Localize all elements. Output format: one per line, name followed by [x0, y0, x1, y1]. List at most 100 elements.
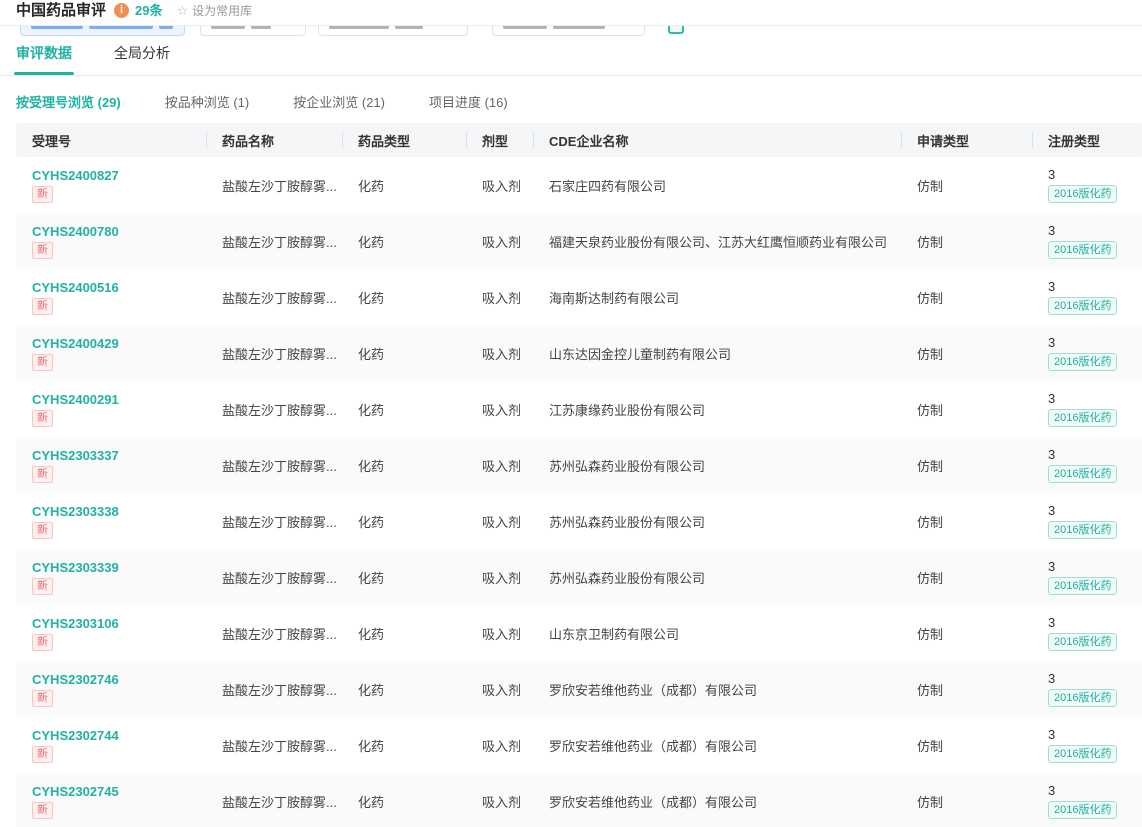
- reg-type-number: 3: [1048, 503, 1056, 518]
- cell-drug-type: 化药: [358, 402, 385, 418]
- subtab-by-acceptance-no[interactable]: 按受理号浏览 (29): [16, 95, 121, 110]
- acceptance-no-link[interactable]: CYHS2303106: [32, 615, 119, 631]
- cell-acceptance-no: CYHS2302745 新: [16, 784, 206, 819]
- cell-drug-name: 盐酸左沙丁胺醇雾...: [222, 570, 337, 586]
- acceptance-no-link[interactable]: CYHS2400827: [32, 167, 119, 183]
- col-drug-type: 药品类型: [342, 131, 466, 150]
- cell-dosage-form: 吸入剂: [482, 682, 522, 698]
- cell-drug-name: 盐酸左沙丁胺醇雾...: [222, 178, 337, 194]
- cell-apply-type: 仿制: [917, 402, 944, 418]
- cell-reg-type: 3 2016版化药: [1032, 223, 1142, 259]
- sub-tabs: 按受理号浏览 (29) 按品种浏览 (1) 按企业浏览 (21) 项目进度 (1…: [0, 76, 1142, 123]
- acceptance-no-link[interactable]: CYHS2400516: [32, 279, 119, 295]
- acceptance-no-link[interactable]: CYHS2400429: [32, 335, 119, 351]
- table-row[interactable]: CYHS2400516 新 盐酸左沙丁胺醇雾... 化药 吸入剂 海南斯达制药有…: [16, 269, 1142, 325]
- acceptance-no-link[interactable]: CYHS2302746: [32, 671, 119, 687]
- subtab-project-progress[interactable]: 项目进度 (16): [428, 95, 508, 110]
- cell-reg-type: 3 2016版化药: [1032, 559, 1142, 595]
- reg-type-number: 3: [1048, 671, 1056, 686]
- table-row[interactable]: CYHS2303339 新 盐酸左沙丁胺醇雾... 化药 吸入剂 苏州弘森药业股…: [16, 549, 1142, 605]
- info-icon[interactable]: i: [114, 3, 130, 18]
- cell-drug-name: 盐酸左沙丁胺醇雾...: [222, 234, 337, 250]
- new-badge: 新: [32, 801, 53, 819]
- cell-reg-type: 3 2016版化药: [1032, 503, 1142, 539]
- reg-version-badge: 2016版化药: [1048, 689, 1118, 707]
- filter-chip[interactable]: [200, 26, 306, 36]
- subtab-by-enterprise[interactable]: 按企业浏览 (21): [293, 95, 385, 110]
- set-favorite-label: 设为常用库: [192, 4, 253, 18]
- table-row[interactable]: CYHS2400429 新 盐酸左沙丁胺醇雾... 化药 吸入剂 山东达因金控儿…: [16, 325, 1142, 381]
- cell-drug-name: 盐酸左沙丁胺醇雾...: [222, 290, 337, 306]
- subtab-by-variety[interactable]: 按品种浏览 (1): [164, 95, 250, 110]
- chip-text-blur: [553, 26, 605, 29]
- acceptance-no-link[interactable]: CYHS2302744: [32, 727, 119, 743]
- filter-chip[interactable]: [492, 26, 645, 36]
- table-row[interactable]: CYHS2302744 新 盐酸左沙丁胺醇雾... 化药 吸入剂 罗欣安若维他药…: [16, 717, 1142, 773]
- table-body: CYHS2400827 新 盐酸左沙丁胺醇雾... 化药 吸入剂 石家庄四药有限…: [16, 157, 1142, 827]
- cell-acceptance-no: CYHS2400516 新: [16, 280, 206, 315]
- reg-version-badge: 2016版化药: [1048, 465, 1118, 483]
- cell-apply-type: 仿制: [917, 514, 944, 530]
- reg-type-number: 3: [1048, 783, 1056, 798]
- set-favorite-button[interactable]: ☆ 设为常用库: [176, 2, 252, 20]
- cell-drug-type: 化药: [358, 346, 385, 362]
- cell-apply-type: 仿制: [917, 458, 944, 474]
- tab-review-data[interactable]: 审评数据: [14, 43, 74, 75]
- cell-drug-name: 盐酸左沙丁胺醇雾...: [222, 794, 337, 810]
- table-row[interactable]: CYHS2303337 新 盐酸左沙丁胺醇雾... 化药 吸入剂 苏州弘森药业股…: [16, 437, 1142, 493]
- cell-dosage-form: 吸入剂: [482, 794, 522, 810]
- new-badge: 新: [32, 241, 53, 259]
- teal-square-icon[interactable]: [668, 26, 684, 34]
- chip-text-blur: [251, 26, 271, 29]
- cell-acceptance-no: CYHS2302746 新: [16, 672, 206, 707]
- acceptance-no-link[interactable]: CYHS2303337: [32, 447, 119, 463]
- cell-drug-type: 化药: [358, 626, 385, 642]
- new-badge: 新: [32, 409, 53, 427]
- reg-version-badge: 2016版化药: [1048, 241, 1118, 259]
- cell-company: 山东京卫制药有限公司: [549, 626, 680, 642]
- cell-reg-type: 3 2016版化药: [1032, 671, 1142, 707]
- filter-chip-selected[interactable]: [20, 26, 185, 36]
- cell-reg-type: 3 2016版化药: [1032, 615, 1142, 651]
- cell-acceptance-no: CYHS2400429 新: [16, 336, 206, 371]
- cell-reg-type: 3 2016版化药: [1032, 335, 1142, 371]
- table-row[interactable]: CYHS2400780 新 盐酸左沙丁胺醇雾... 化药 吸入剂 福建天泉药业股…: [16, 213, 1142, 269]
- filter-chip[interactable]: [318, 26, 468, 36]
- new-badge: 新: [32, 353, 53, 371]
- cell-apply-type: 仿制: [917, 178, 944, 194]
- reg-version-badge: 2016版化药: [1048, 521, 1118, 539]
- acceptance-no-link[interactable]: CYHS2302745: [32, 783, 119, 799]
- cell-apply-type: 仿制: [917, 234, 944, 250]
- col-drug-name: 药品名称: [206, 131, 342, 150]
- main-tabs: 审评数据 全局分析: [0, 38, 1142, 76]
- reg-version-badge: 2016版化药: [1048, 353, 1118, 371]
- new-badge: 新: [32, 521, 53, 539]
- table-row[interactable]: CYHS2302745 新 盐酸左沙丁胺醇雾... 化药 吸入剂 罗欣安若维他药…: [16, 773, 1142, 827]
- acceptance-no-link[interactable]: CYHS2400780: [32, 223, 119, 239]
- col-dosage-form: 剂型: [466, 131, 533, 150]
- new-badge: 新: [32, 689, 53, 707]
- table-row[interactable]: CYHS2303338 新 盐酸左沙丁胺醇雾... 化药 吸入剂 苏州弘森药业股…: [16, 493, 1142, 549]
- acceptance-no-link[interactable]: CYHS2303338: [32, 503, 119, 519]
- cell-dosage-form: 吸入剂: [482, 178, 522, 194]
- cell-apply-type: 仿制: [917, 738, 944, 754]
- acceptance-no-link[interactable]: CYHS2400291: [32, 391, 119, 407]
- cell-apply-type: 仿制: [917, 626, 944, 642]
- cell-apply-type: 仿制: [917, 794, 944, 810]
- table-row[interactable]: CYHS2400827 新 盐酸左沙丁胺醇雾... 化药 吸入剂 石家庄四药有限…: [16, 157, 1142, 213]
- acceptance-no-link[interactable]: CYHS2303339: [32, 559, 119, 575]
- new-badge: 新: [32, 185, 53, 203]
- cell-company: 石家庄四药有限公司: [549, 178, 667, 194]
- cell-acceptance-no: CYHS2400827 新: [16, 168, 206, 203]
- chip-text-blur: [89, 26, 153, 29]
- cell-dosage-form: 吸入剂: [482, 738, 522, 754]
- new-badge: 新: [32, 465, 53, 483]
- tab-global-analysis[interactable]: 全局分析: [114, 45, 170, 61]
- table-row[interactable]: CYHS2400291 新 盐酸左沙丁胺醇雾... 化药 吸入剂 江苏康缘药业股…: [16, 381, 1142, 437]
- table-row[interactable]: CYHS2303106 新 盐酸左沙丁胺醇雾... 化药 吸入剂 山东京卫制药有…: [16, 605, 1142, 661]
- cell-reg-type: 3 2016版化药: [1032, 727, 1142, 763]
- reg-type-number: 3: [1048, 335, 1056, 350]
- cell-acceptance-no: CYHS2400291 新: [16, 392, 206, 427]
- table-row[interactable]: CYHS2302746 新 盐酸左沙丁胺醇雾... 化药 吸入剂 罗欣安若维他药…: [16, 661, 1142, 717]
- reg-type-number: 3: [1048, 559, 1056, 574]
